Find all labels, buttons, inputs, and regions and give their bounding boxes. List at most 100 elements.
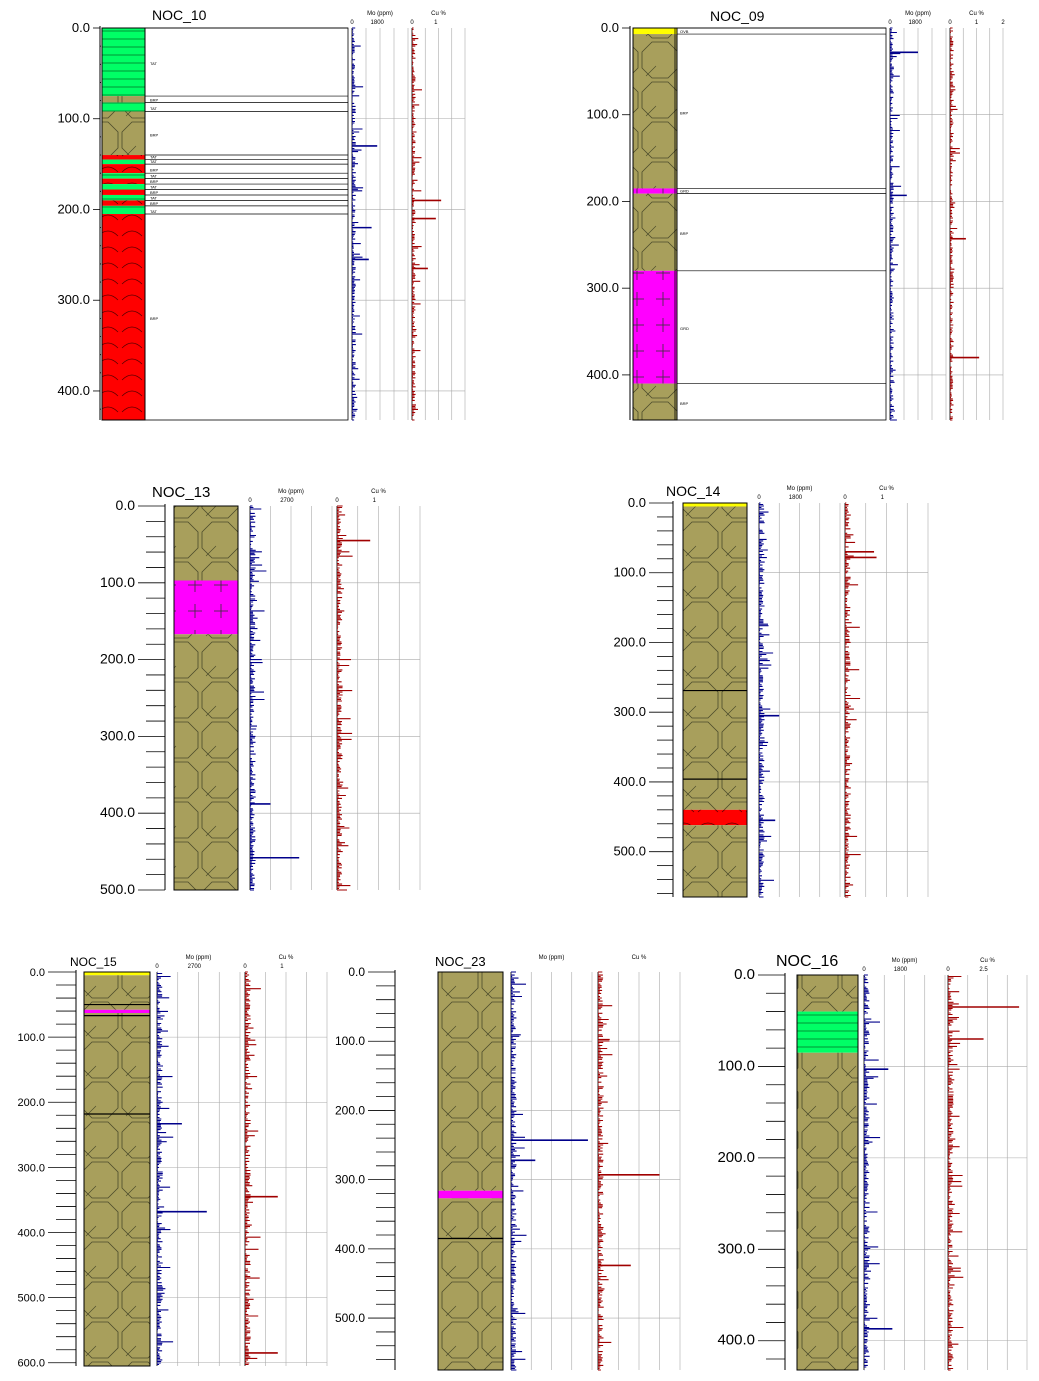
cu-trace [245, 971, 261, 1366]
depth-tick-label: 0.0 [628, 495, 646, 510]
lithology-column-border [632, 27, 678, 421]
lithology-column-border [437, 971, 504, 1371]
cu-trace [845, 502, 861, 898]
mo-trace [511, 971, 527, 1371]
log-panel: NOC_23 0.0 100.0 200.0 300.0 400.0 500.0 Mo (pp… [335, 954, 681, 1371]
mo-trace [890, 27, 902, 421]
rock-code-label: TAT [150, 209, 158, 214]
depth-tick-label: 300.0 [717, 1240, 755, 1257]
rock-code-label: TAT [150, 174, 158, 179]
rock-code-label: TAT [150, 185, 158, 190]
depth-tick-label: 0.0 [116, 497, 136, 513]
depth-tick-label: 0.0 [30, 967, 45, 979]
mo-header: Mo (ppm) [539, 955, 565, 961]
depth-tick-label: 500.0 [335, 1311, 365, 1325]
rock-code-label: BRP [680, 110, 689, 115]
depth-tick-label: 400.0 [717, 1332, 755, 1349]
lithology-pattern [683, 825, 747, 897]
cu-scale-label: 1 [434, 20, 438, 26]
cu-header: Cu % [371, 489, 386, 495]
log-panel: NOC_16 0.0 100.0 200.0 300.0 400.0 Mo (ppm) 0 18… [717, 953, 1028, 1371]
lithology-pattern [102, 205, 145, 215]
lithology-pattern [102, 173, 145, 179]
rock-code-label: BRP [150, 132, 159, 137]
mo-scale-label: 0 [155, 964, 159, 970]
depth-tick-label: 300.0 [57, 292, 90, 307]
log-title: NOC_10 [152, 7, 207, 23]
depth-tick-label: 600.0 [17, 1358, 45, 1370]
depth-tick-label: 200.0 [717, 1149, 755, 1166]
lithology-pattern [438, 972, 503, 1191]
lithology-column-border [83, 971, 151, 1367]
depth-tick-label: 100.0 [717, 1057, 755, 1074]
lithology-pattern [633, 34, 677, 189]
mo-scale-label: 0 [248, 498, 252, 504]
depth-tick-label: 300.0 [100, 727, 135, 743]
depth-tick-label: 400.0 [100, 804, 135, 820]
lithology-pattern [174, 506, 238, 581]
lithology-interval [84, 972, 150, 976]
log-panel: NOC_09 0.0 100.0 200.0 300.0 400.0 OVB BRP GRD BR… [586, 8, 1005, 421]
rock-code-label: BRP [150, 316, 159, 321]
lithology-pattern [438, 1198, 503, 1370]
lithology-pattern [438, 1190, 503, 1199]
lithology-pattern [84, 1009, 150, 1014]
cu-scale-label: 0 [410, 20, 414, 26]
depth-tick-label: 400.0 [17, 1227, 45, 1239]
lithology-interval [633, 28, 677, 35]
lithology-pattern [633, 383, 677, 420]
rock-code-label: TAT [150, 159, 158, 164]
rock-code-label: TAT [150, 155, 158, 160]
rock-code-label: BRP [150, 190, 159, 195]
mo-scale-label: 1800 [909, 20, 923, 26]
log-panel: NOC_13 0.0 100.0 200.0 300.0 400.0 500.0 Mo (pp… [100, 484, 421, 897]
mo-header: Mo (ppm) [905, 11, 931, 17]
rock-code-panel [674, 27, 887, 421]
rock-code-label: BRP [680, 231, 689, 236]
depth-tick-label: 300.0 [335, 1173, 365, 1187]
lithology-interval [683, 503, 747, 507]
mo-scale-label: 0 [888, 20, 892, 26]
log-panel: NOC_100.0100.0200.0300.0400.0TATBRPTATBR… [57, 7, 466, 421]
rock-code-label: GRD [680, 326, 689, 331]
lithology-pattern [633, 188, 677, 194]
cu-header: Cu % [279, 955, 294, 961]
depth-tick-label: 500.0 [17, 1293, 45, 1305]
depth-tick-label: 500.0 [613, 844, 646, 859]
lithology-pattern [102, 111, 145, 156]
lithology-pattern [102, 155, 145, 160]
depth-tick-label: 200.0 [613, 634, 646, 649]
rock-code-label: BRP [150, 201, 159, 206]
lithology-pattern [102, 178, 145, 185]
lithology-pattern [174, 634, 238, 890]
mo-trace [864, 974, 881, 1371]
cu-scale-label: 0 [243, 964, 247, 970]
cu-trace [337, 505, 353, 891]
lithology-pattern [174, 580, 238, 635]
cu-scale-label: 0 [948, 20, 952, 26]
rock-code-label: BRP [680, 401, 689, 406]
depth-tick-label: 0.0 [734, 966, 755, 983]
lithology-column-border [682, 502, 748, 898]
depth-tick-label: 400.0 [335, 1242, 365, 1256]
depth-tick-label: 300.0 [586, 280, 619, 295]
lithology-pattern [797, 1011, 858, 1053]
log-title: NOC_23 [435, 954, 486, 969]
lithology-pattern [102, 200, 145, 206]
mo-header: Mo (ppm) [278, 489, 304, 495]
depth-tick-label: 200.0 [335, 1103, 365, 1117]
log-panel: NOC_15 0.0 100.0 200.0 300.0 400.0 500.0 600.0 M… [17, 955, 328, 1370]
depth-tick-label: 200.0 [100, 651, 135, 667]
depth-tick-label: 400.0 [586, 367, 619, 382]
log-title: NOC_15 [70, 955, 117, 969]
depth-tick-label: 200.0 [57, 201, 90, 216]
lithology-pattern [102, 164, 145, 174]
cu-trace [950, 27, 960, 421]
rock-code-label: TAT [150, 61, 158, 66]
cu-scale-label: 2 [1001, 20, 1005, 26]
depth-tick-label: 0.0 [348, 965, 365, 979]
rock-code-label: BRP [150, 179, 159, 184]
lithology-pattern [797, 975, 858, 1012]
